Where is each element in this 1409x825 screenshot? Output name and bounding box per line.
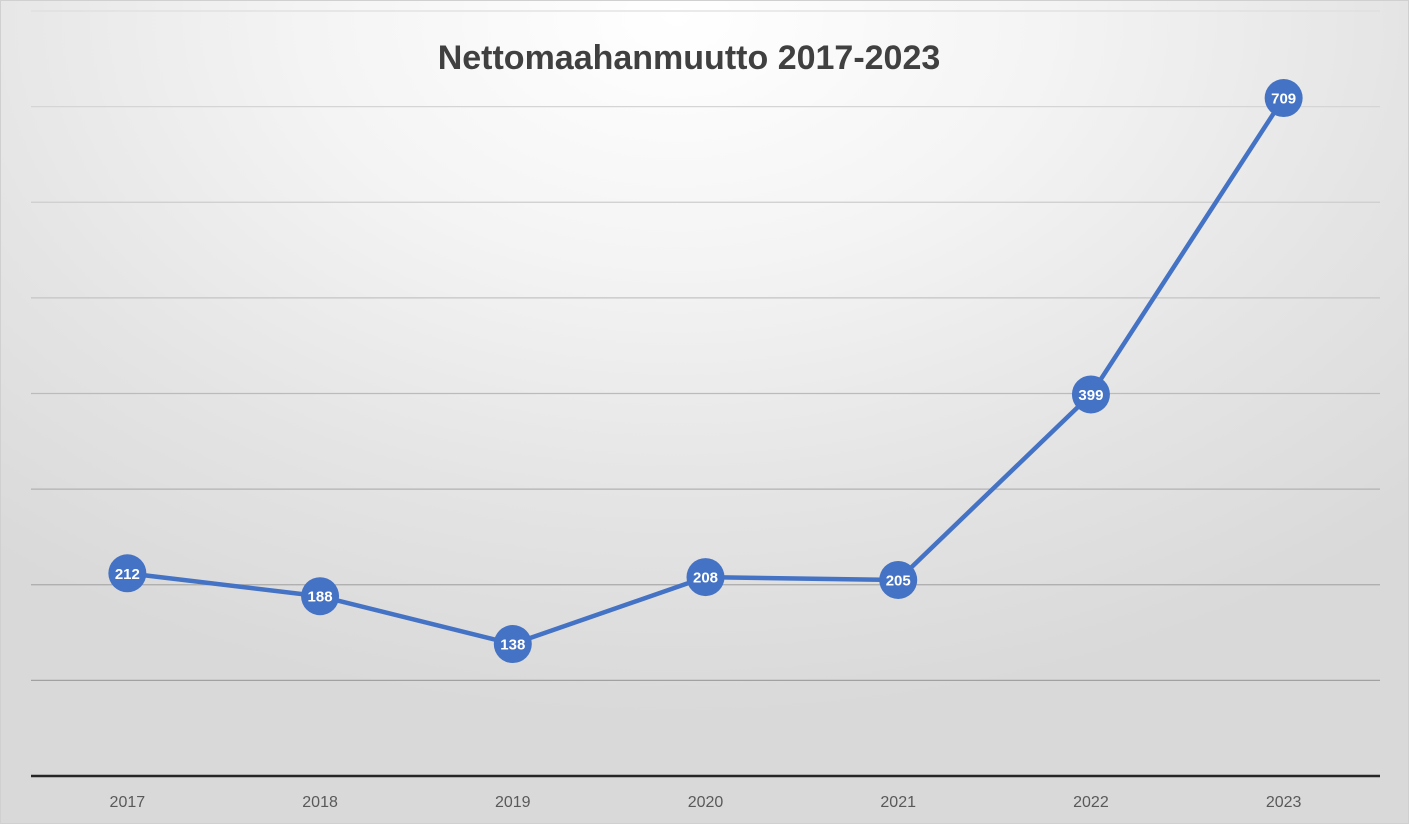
x-axis: 2017 2018 2019 2020 2021 2022 2023 [31,774,1380,811]
x-tick-label: 2020 [688,794,724,811]
data-point-marker [686,558,725,597]
chart-title: Nettomaahanmuutto 2017-2023 [438,39,941,77]
data-label: 212 [115,566,140,583]
x-tick-label: 2022 [1073,794,1109,811]
data-point-marker [493,625,532,664]
data-point-marker [301,577,340,616]
data-label: 138 [500,637,525,654]
data-point-marker [1264,79,1303,118]
data-point-marker [879,560,918,599]
x-tick-label: 2019 [495,794,531,811]
data-label: 188 [308,589,333,606]
data-labels: 212 188 138 208 205 399 709 [115,91,1296,654]
x-tick-label: 2018 [302,794,338,811]
data-series [108,79,1303,664]
x-tick-label: 2017 [110,794,146,811]
data-label: 709 [1271,91,1296,108]
data-label: 208 [693,570,718,587]
x-tick-label: 2023 [1266,794,1302,811]
data-label: 205 [886,572,911,589]
x-tick-label: 2021 [880,794,916,811]
data-label: 399 [1078,387,1103,404]
data-point-marker [108,554,147,593]
data-point-marker [1071,375,1110,414]
gridlines [31,10,1380,681]
